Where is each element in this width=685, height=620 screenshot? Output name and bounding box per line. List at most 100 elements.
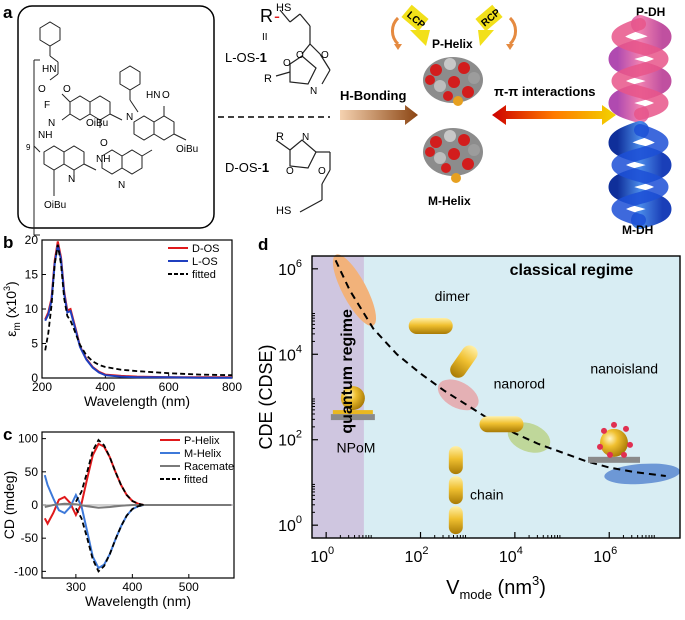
legend-label-p-helix: P-Helix: [184, 435, 220, 447]
series-line-racemate: [44, 502, 232, 509]
y-tick-label-2: 104: [278, 343, 302, 364]
panel-label-d: d: [258, 235, 268, 254]
x-tick-label-0: 100: [310, 545, 334, 566]
subscript-9: 9: [26, 143, 31, 152]
atom-o-d1: O: [286, 166, 294, 177]
chart-d: 100 102 104 106 100 102 104 106 classical regime…: [256, 254, 681, 602]
chain-rod: [448, 476, 463, 505]
y-tick-label-0: -100: [14, 564, 38, 578]
m-dh-helix: [608, 121, 672, 229]
x-tick-label-0: 300: [66, 580, 86, 594]
y-tick-label-2: 0: [31, 498, 38, 512]
nanoisland-dot: [627, 441, 633, 448]
npom-particle: [340, 386, 365, 411]
p-dh-label: P-DH: [636, 5, 665, 19]
y-axis-label: CDE (CDSE): [256, 344, 276, 449]
x-tick-label-1: 102: [405, 545, 429, 566]
m-dh-label: M-DH: [622, 223, 653, 237]
atom-o-d2: O: [318, 166, 326, 177]
atom-nh-1: NH: [38, 130, 52, 141]
panel-label-b: b: [3, 233, 13, 252]
series-line-m-helix: [43, 474, 232, 570]
quantum-regime-label: quantum regime: [339, 309, 356, 434]
atom-sh-top: HS: [276, 2, 291, 14]
atom-o-l2: O: [321, 50, 329, 61]
dimer-rod-2: [450, 345, 478, 378]
h-bonding-arrow: [340, 105, 418, 125]
y-tick-label-2: 10: [25, 302, 39, 316]
x-tick-label-2: 104: [499, 545, 523, 566]
chain-label: chain: [470, 487, 503, 503]
pi-interactions-arrow: [492, 105, 616, 125]
rcp-indicator: RCP: [475, 4, 517, 50]
oxazoline-l: [275, 9, 331, 85]
y-tick-label-0: 100: [278, 514, 302, 535]
y-tick-label-4: 20: [25, 233, 39, 247]
legend-label-d-os: D-OS: [192, 243, 220, 255]
ellipse-npom-region: [332, 254, 377, 326]
classical-regime-label: classical regime: [510, 262, 634, 279]
atom-hn-1: HN: [42, 64, 56, 75]
x-axis-label: Wavelength (nm): [85, 593, 191, 609]
atom-nh-2: NH: [96, 154, 110, 165]
y-tick-label-3: 15: [25, 268, 39, 282]
y-axis-label: CD (mdeg): [1, 471, 17, 539]
panel-label-c: c: [3, 425, 12, 444]
oxazoline-d: [275, 139, 331, 213]
nanoisland-dot: [607, 451, 613, 458]
x-axis-label: Vmode (nm3): [446, 573, 546, 602]
legend-label-m-helix: M-Helix: [184, 448, 222, 460]
npom-film: [332, 410, 373, 415]
x-tick-label-2: 600: [159, 380, 179, 394]
dimer-rod-1: [408, 317, 453, 334]
atom-n-1: N: [48, 118, 55, 129]
atom-o-2: O: [38, 84, 46, 95]
chain-rod: [448, 446, 463, 475]
r-group-sub: II: [262, 32, 268, 43]
h-bonding-label: H-Bonding: [340, 88, 406, 103]
panel-d: d 100 102 104 106 100 102 104 106 classical regi…: [256, 235, 681, 602]
legend-label-fitted: fitted: [184, 474, 208, 486]
atom-n-l: N: [310, 86, 317, 97]
series-line-fitted-m: [75, 504, 144, 573]
legend-label-racemate: Racemate: [184, 461, 234, 473]
series-line-l-os: [44, 244, 232, 379]
x-tick-label-1: 400: [95, 380, 115, 394]
x-tick-label-2: 500: [179, 580, 199, 594]
y-tick-label-1: -50: [21, 531, 39, 545]
panel-a: a: [3, 2, 672, 237]
panel-c: c 300 400 500 -100 -50 0 50 100 P-HelixM-HelixRa…: [1, 425, 235, 609]
series-line-fitted: [44, 244, 233, 377]
nanoisland-dot: [621, 451, 627, 458]
m-helix-label: M-Helix: [428, 194, 471, 208]
lcp-indicator: LCP: [391, 4, 430, 50]
atom-f: F: [44, 100, 50, 111]
y-axis-label: εm (x103): [2, 281, 23, 336]
legend-label-l-os: L-OS: [192, 256, 218, 268]
atom-n-3: N: [68, 174, 75, 185]
x-tick-label-3: 800: [222, 380, 242, 394]
atom-o-l1: O: [296, 50, 304, 61]
y-tick-label-0: 0: [31, 371, 38, 385]
x-tick-label-1: 400: [122, 580, 142, 594]
panel-label-a: a: [3, 3, 13, 22]
substituent-obu-2: OiBu: [176, 144, 198, 155]
y-tick-label-1: 5: [31, 337, 38, 351]
atom-o-3: O: [162, 90, 170, 101]
ellipse-dimer-region: [437, 379, 479, 411]
p-helix-label: P-Helix: [432, 37, 473, 51]
series-line-fitted: [75, 438, 144, 506]
y-tick-label-1: 102: [278, 429, 302, 450]
chart-c: 300 400 500 -100 -50 0 50 100 P-HelixM-HelixRace…: [1, 431, 235, 609]
p-dh-helix: [608, 15, 672, 123]
chain-rod: [448, 506, 463, 535]
atom-hs-bottom: HS: [276, 205, 291, 217]
y-tick-label-3: 50: [25, 465, 39, 479]
atom-o-1: O: [63, 84, 71, 95]
m-helix-model: [423, 128, 483, 183]
pi-interactions-label: π-π interactions: [494, 84, 596, 99]
atom-r-l: R: [264, 73, 272, 85]
nanoisland-label: nanoisland: [590, 361, 658, 377]
nanorod-label: nanorod: [494, 375, 545, 391]
